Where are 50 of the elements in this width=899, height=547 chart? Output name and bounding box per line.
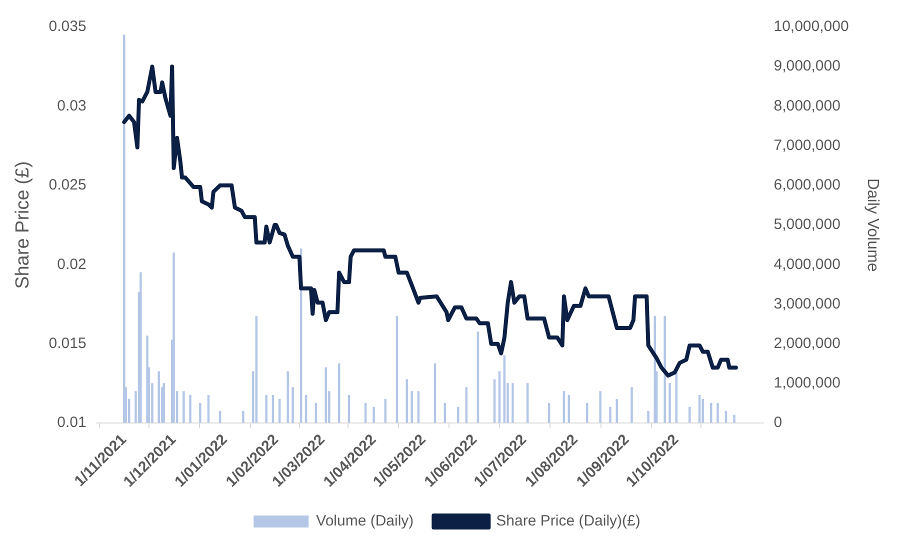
bar [512, 383, 514, 423]
y-tick-label: 0.015 [48, 335, 86, 352]
y-tick-label: 0.02 [57, 256, 86, 273]
bar [609, 406, 612, 423]
bar [616, 398, 618, 423]
legend-label: Share Price (Daily)(£) [496, 512, 640, 530]
bar [664, 316, 666, 423]
y2-tick-label: 4,000,000 [774, 256, 840, 273]
y2-tick-label: 0 [774, 414, 782, 432]
y-tick-label: 0.01 [57, 414, 86, 432]
y-tick-label: 0.035 [48, 18, 86, 36]
y2-tick-label: 10,000,000 [774, 18, 849, 36]
bar [182, 391, 185, 423]
bar [242, 410, 244, 423]
bar [146, 336, 148, 423]
y-axis-title: Share Price (£) [12, 161, 34, 289]
bar [199, 402, 202, 423]
bar [286, 371, 289, 423]
y2-tick-label: 7,000,000 [774, 136, 840, 154]
y2-tick-label: 1,000,000 [774, 374, 840, 392]
bar [688, 406, 691, 423]
bar [324, 367, 327, 423]
bar [410, 391, 413, 423]
bar [630, 387, 633, 423]
bar [189, 395, 192, 423]
y2-tick-label: 5,000,000 [774, 216, 840, 234]
y-tick-label: 0.025 [48, 176, 86, 194]
bar [172, 252, 175, 423]
bar [457, 406, 460, 423]
bar [733, 414, 736, 423]
bar [647, 410, 650, 423]
y2-tick-label: 8,000,000 [774, 97, 840, 114]
y2-tick-label: 2,000,000 [774, 335, 840, 352]
y2-tick-label: 3,000,000 [774, 295, 840, 312]
bar [716, 402, 719, 423]
bar [140, 272, 142, 423]
bar [265, 395, 268, 423]
bar [668, 383, 671, 423]
y-tick-label: 0.03 [57, 97, 86, 114]
bar [599, 391, 602, 423]
bar [292, 387, 294, 423]
y2-tick-label: 6,000,000 [774, 176, 840, 194]
legend-label: Volume (Daily) [316, 512, 414, 530]
bar [158, 371, 160, 423]
bar [702, 398, 704, 423]
bar [162, 383, 165, 423]
bar [123, 34, 126, 423]
y2-tick-label: 9,000,000 [774, 58, 840, 75]
y2-axis-title: Daily Volume [864, 178, 881, 272]
bar [372, 406, 375, 423]
